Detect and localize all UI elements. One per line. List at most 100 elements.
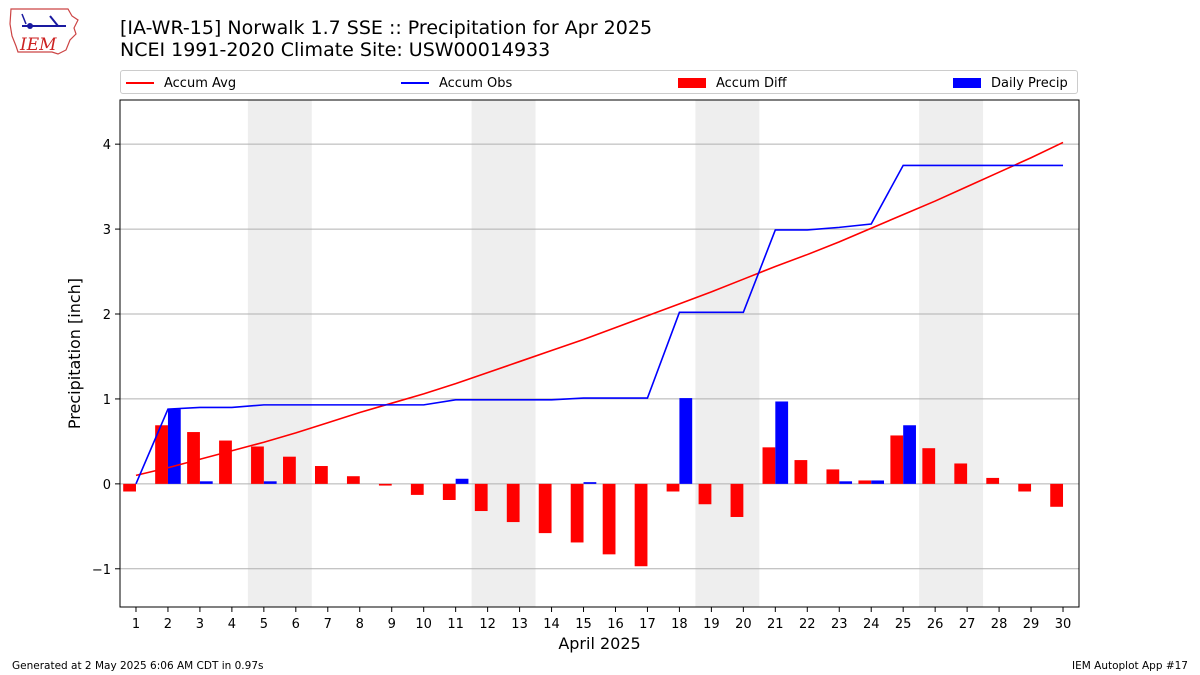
legend-daily-precip-label: Daily Precip xyxy=(991,75,1068,91)
x-tick-label: 25 xyxy=(895,617,912,632)
y-tick-label: 2 xyxy=(103,308,111,323)
accum-avg-line xyxy=(135,141,1064,477)
legend-accum-obs-swatch xyxy=(401,82,429,84)
x-tick-label: 18 xyxy=(671,617,688,632)
accum-diff-bar xyxy=(1050,483,1064,507)
accum-diff-bar xyxy=(378,483,392,486)
legend-accum-diff: Accum Diff xyxy=(678,74,787,92)
x-tick-label: 24 xyxy=(863,617,880,632)
app-credit: IEM Autoplot App #17 xyxy=(1072,660,1188,672)
accum-diff-bar xyxy=(474,483,488,512)
accum-diff-bar xyxy=(219,440,232,484)
daily-precip-bar xyxy=(583,482,597,484)
daily-precip-bar xyxy=(679,398,693,484)
x-tick-label: 27 xyxy=(959,617,976,632)
x-tick-label: 16 xyxy=(607,617,624,632)
y-tick-label: −1 xyxy=(92,563,111,578)
legend-daily-precip-swatch xyxy=(953,78,981,88)
accum-diff-bar xyxy=(922,448,936,484)
x-tick-label: 7 xyxy=(324,617,332,632)
legend-accum-diff-swatch xyxy=(678,78,706,88)
x-tick-label: 26 xyxy=(927,617,944,632)
accum-diff-bar xyxy=(314,466,328,484)
x-tick-label: 29 xyxy=(1023,617,1040,632)
accum-diff-bar xyxy=(570,483,584,543)
y-tick-label: 1 xyxy=(103,393,111,408)
weekend-band xyxy=(695,100,760,607)
legend-accum-avg: Accum Avg xyxy=(126,74,236,92)
plot-frame xyxy=(119,99,1080,608)
y-tick-label: 0 xyxy=(103,478,111,493)
accum-diff-bar xyxy=(986,477,1000,484)
legend-accum-obs: Accum Obs xyxy=(401,74,512,92)
accum-diff-bar xyxy=(858,480,872,484)
iem-logo: IEM xyxy=(8,6,80,58)
daily-precip-bar xyxy=(903,425,916,484)
x-tick-label: 8 xyxy=(356,617,364,632)
x-tick-label: 19 xyxy=(703,617,720,632)
accum-diff-bar xyxy=(794,460,808,484)
x-axis-label: April 2025 xyxy=(558,634,640,653)
y-axis-label: Precipitation [inch] xyxy=(65,278,84,429)
daily-precip-bar xyxy=(167,409,181,484)
accum-diff-bar xyxy=(634,483,648,567)
accum-obs-line xyxy=(135,164,1064,485)
daily-precip-bar xyxy=(871,480,885,484)
daily-precip-bar xyxy=(199,481,213,484)
x-tick-label: 22 xyxy=(799,617,816,632)
accum-diff-bar xyxy=(187,432,200,484)
x-tick-label: 30 xyxy=(1055,617,1072,632)
legend-accum-avg-label: Accum Avg xyxy=(164,75,237,91)
accum-diff-bar xyxy=(602,483,616,555)
legend-daily-precip: Daily Precip xyxy=(953,74,1068,92)
generated-timestamp: Generated at 2 May 2025 6:06 AM CDT in 0… xyxy=(12,660,264,672)
accum-diff-bar xyxy=(730,483,744,517)
accum-diff-bar xyxy=(251,446,264,484)
x-tick-label: 9 xyxy=(388,617,396,632)
y-tick-label: 4 xyxy=(103,138,111,153)
accum-diff-bar xyxy=(538,483,552,534)
daily-precip-bar xyxy=(775,401,789,484)
legend-accum-diff-label: Accum Diff xyxy=(716,75,787,91)
daily-precip-bar xyxy=(263,481,277,484)
accum-diff-bar xyxy=(442,483,456,500)
weekend-band xyxy=(247,100,312,607)
x-tick-label: 20 xyxy=(735,617,752,632)
chart-title: [IA-WR-15] Norwalk 1.7 SSE :: Precipitat… xyxy=(120,17,653,39)
x-tick-label: 21 xyxy=(767,617,784,632)
x-tick-label: 10 xyxy=(415,617,432,632)
accum-diff-bar xyxy=(698,483,712,505)
logo-text: IEM xyxy=(19,35,57,55)
chart-subtitle: NCEI 1991-2020 Climate Site: USW00014933 xyxy=(120,39,551,61)
x-tick-label: 15 xyxy=(575,617,592,632)
x-tick-label: 23 xyxy=(831,617,848,632)
x-tick-label: 1 xyxy=(132,617,140,632)
x-tick-label: 2 xyxy=(164,617,172,632)
weekend-band xyxy=(471,100,536,607)
legend-accum-avg-swatch xyxy=(126,82,154,84)
legend-accum-obs-label: Accum Obs xyxy=(439,75,513,91)
x-tick-label: 28 xyxy=(991,617,1008,632)
x-tick-label: 5 xyxy=(260,617,268,632)
x-tick-label: 12 xyxy=(479,617,496,632)
x-tick-label: 3 xyxy=(196,617,204,632)
accum-diff-bar xyxy=(123,483,136,492)
accum-diff-bar xyxy=(954,463,968,484)
x-tick-label: 17 xyxy=(639,617,656,632)
accum-diff-bar xyxy=(506,483,520,523)
x-tick-label: 6 xyxy=(292,617,300,632)
x-tick-label: 13 xyxy=(511,617,528,632)
x-tick-label: 14 xyxy=(543,617,560,632)
weekend-band xyxy=(919,100,984,607)
y-tick-label: 3 xyxy=(103,223,111,238)
accum-diff-bar xyxy=(1018,483,1032,492)
accum-diff-bar xyxy=(826,469,840,484)
x-tick-label: 4 xyxy=(228,617,236,632)
accum-diff-bar xyxy=(346,476,360,484)
accum-diff-bar xyxy=(890,435,904,484)
accum-diff-bar xyxy=(762,447,776,484)
x-tick-label: 11 xyxy=(447,617,464,632)
daily-precip-bar xyxy=(839,481,853,484)
accum-diff-bar xyxy=(666,483,680,492)
